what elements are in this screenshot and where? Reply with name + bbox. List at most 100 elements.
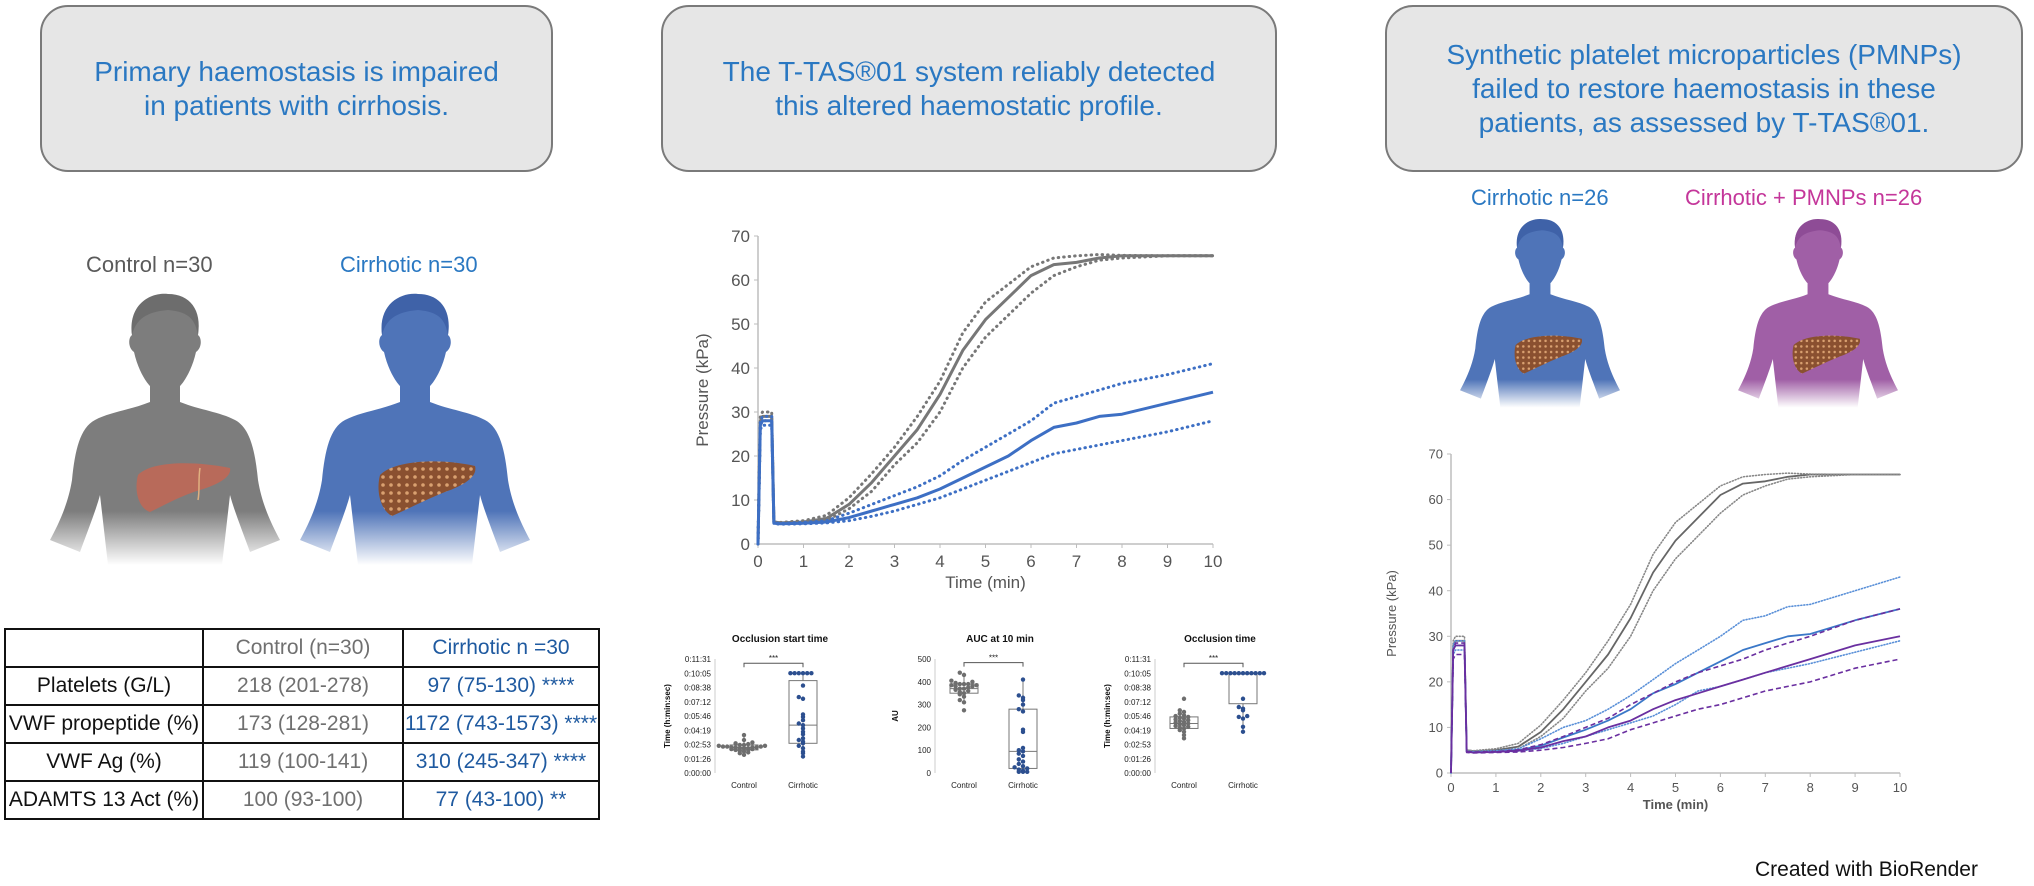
data-point [1016, 693, 1021, 698]
hair [381, 293, 449, 335]
hair [131, 293, 199, 335]
x-tick-label: 0 [753, 552, 762, 571]
x-tick-label: 10 [1893, 780, 1907, 795]
chart-title: Occlusion time [1184, 634, 1256, 645]
data-point [729, 745, 734, 750]
data-point [1020, 702, 1026, 707]
body-silhouette [1738, 219, 1898, 408]
y-tick-label: 50 [1429, 538, 1443, 553]
human-figure-control [50, 293, 280, 565]
data-point [758, 744, 763, 749]
data-point [1025, 769, 1030, 775]
data-point [1173, 720, 1178, 725]
data-point [1016, 761, 1021, 767]
data-point [1020, 749, 1026, 754]
body-silhouette [50, 295, 280, 565]
y-tick-label: 0:04:19 [684, 726, 711, 735]
data-point [953, 684, 958, 689]
x-tick-label: 6 [1026, 552, 1035, 571]
y-tick-label: 0 [741, 535, 750, 554]
data-point [805, 670, 810, 676]
data-point [1020, 763, 1026, 769]
x-axis-title: Time (min) [945, 573, 1026, 592]
y-tick-label: 0:00:00 [1124, 769, 1151, 778]
table-cell: 218 (201-278) [202, 666, 404, 706]
panel-1-title-box: Primary haemostasis is impaired in patie… [40, 5, 553, 172]
series-line-control-mean [756, 254, 1213, 545]
data-point [754, 745, 759, 750]
data-point [746, 741, 751, 747]
data-point [1224, 670, 1229, 676]
data-point [949, 683, 954, 688]
data-point [1025, 766, 1030, 771]
cirrhotic-liver-icon [1792, 335, 1861, 374]
y-tick-label: 0:07:12 [684, 698, 711, 707]
data-point [788, 670, 793, 676]
y-tick-label: 10 [1429, 720, 1443, 735]
y-tick-label: 0:07:12 [1124, 698, 1151, 707]
data-point [1177, 708, 1182, 713]
data-point [1253, 670, 1258, 676]
y-tick-label: 0:01:26 [684, 755, 711, 764]
panel-3-title-box: Synthetic platelet microparticles (PMNPs… [1385, 5, 2023, 172]
data-point [1236, 704, 1241, 710]
data-point [800, 729, 806, 734]
table-cell: 100 (93-100) [202, 780, 404, 820]
y-tick-label: 60 [731, 271, 750, 290]
y-tick-label: 0:04:19 [1124, 726, 1151, 735]
auc-10min-chart: AUC at 10 min 0 100 200 300 400 500 AU Control Ci… [891, 634, 1038, 790]
data-point [746, 746, 751, 751]
cirrhotic-group-label: Cirrhotic n=30 [340, 252, 478, 277]
data-point [1181, 726, 1187, 731]
data-point [1186, 718, 1191, 723]
significance-bracket [743, 662, 804, 668]
data-point [1181, 729, 1187, 734]
y-tick-label: 0:05:46 [1124, 712, 1151, 721]
y-tick-label: 40 [1429, 583, 1443, 598]
significance-bracket [963, 662, 1024, 667]
x-tick-label: 4 [1627, 780, 1634, 795]
y-axis-title: Pressure (kPa) [1384, 570, 1399, 657]
x-tick-label: 5 [1672, 780, 1679, 795]
data-point [966, 681, 971, 687]
body-silhouette [300, 295, 530, 565]
y-tick-label: 40 [731, 359, 750, 378]
hair [1516, 218, 1564, 248]
data-point [961, 672, 967, 678]
x-tick-label: 8 [1117, 552, 1126, 571]
table-cell: ADAMTS 13 Act (%) [4, 780, 204, 820]
data-point [741, 742, 747, 748]
category-label: Control [951, 781, 977, 790]
table-cell: 173 (128-281) [202, 704, 404, 744]
y-axis-title: Time (h:min:sec) [663, 684, 672, 748]
series-line-cirrhotic-pmnps-upper [1450, 608, 1901, 774]
x-tick-label: 2 [1537, 780, 1544, 795]
data-point [1020, 695, 1026, 700]
table-cell: 310 (245-347) **** [402, 742, 600, 782]
data-point [1181, 716, 1187, 721]
y-tick-label: 20 [731, 447, 750, 466]
y-tick-label: 20 [1429, 674, 1443, 689]
data-point [741, 749, 747, 754]
data-point [1240, 670, 1246, 676]
y-tick-label: 70 [731, 227, 750, 246]
data-point [1232, 670, 1237, 676]
data-point [1261, 670, 1267, 676]
panel-2-title-box: The T-TAS®01 system reliably detected th… [661, 5, 1277, 172]
panel-2-title: The T-TAS®01 system reliably detected th… [723, 55, 1216, 123]
data-point [966, 688, 971, 694]
table-cell: 1172 (743-1573) **** [402, 704, 600, 744]
significance-label: *** [1209, 654, 1218, 663]
data-point [741, 737, 747, 743]
data-point [949, 678, 954, 683]
data-point [800, 746, 806, 751]
data-point [762, 743, 768, 748]
y-tick-label: 30 [731, 403, 750, 422]
x-tick-label: 8 [1807, 780, 1814, 795]
ttas-pressure-chart: 0 10 20 30 40 50 60 70 0 1 2 3 4 5 6 7 8 9 10 Time (min) Pre… [693, 227, 1222, 592]
data-point [1020, 759, 1026, 764]
category-label: Cirrhotic [788, 781, 818, 790]
data-point [1016, 751, 1021, 756]
series-line-cirrhotic-lower [756, 419, 1215, 546]
category-label: Cirrhotic [1228, 781, 1258, 790]
